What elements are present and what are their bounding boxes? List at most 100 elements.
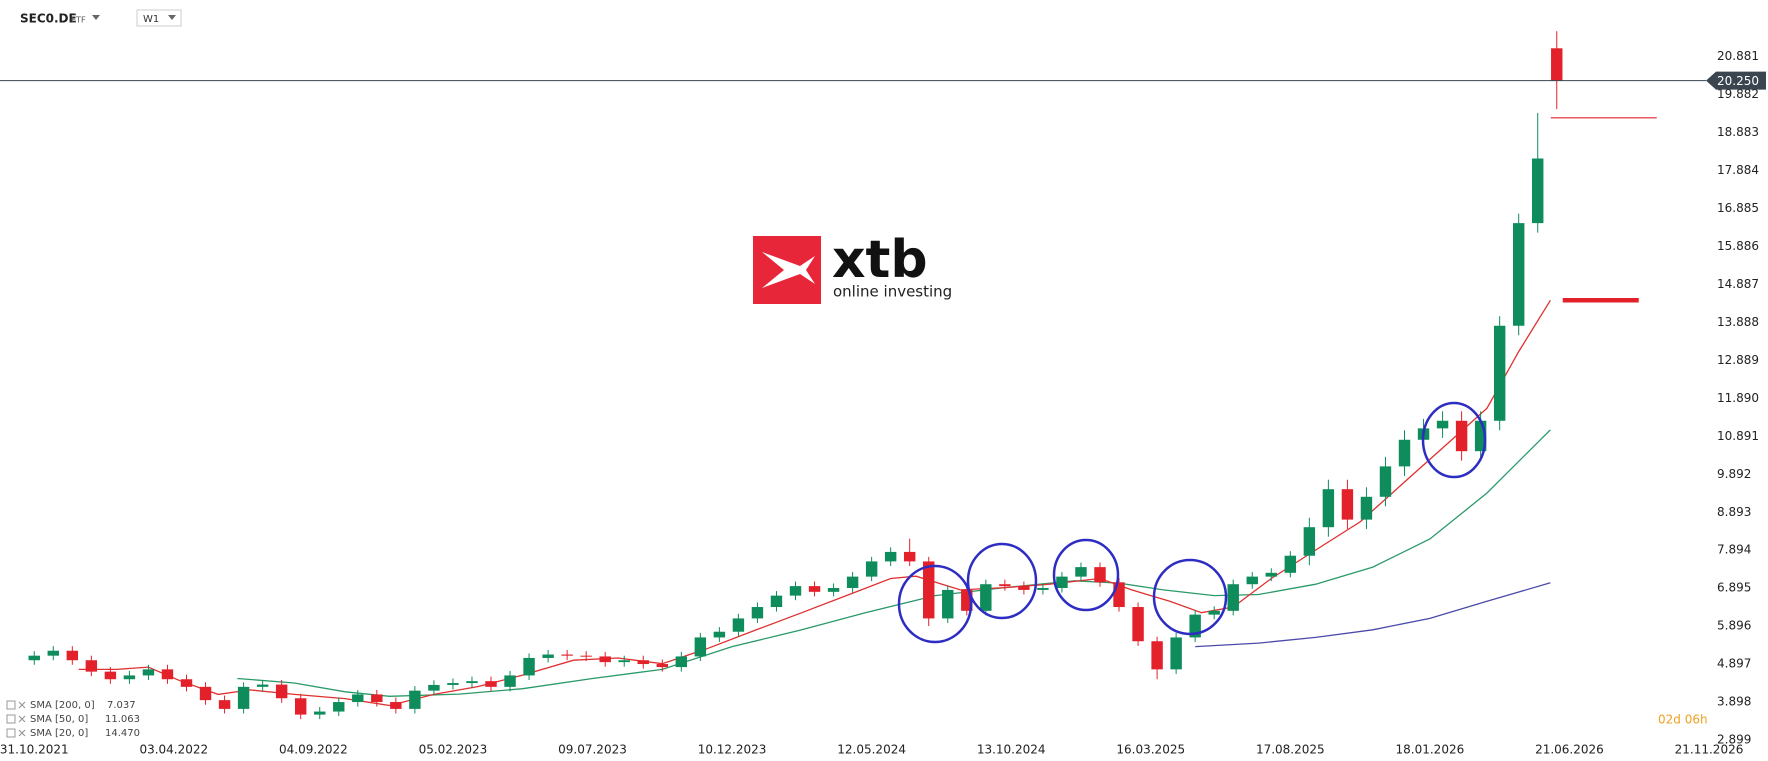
sma-line <box>78 299 1551 707</box>
candle-body <box>961 589 973 611</box>
logo-mark <box>762 252 815 288</box>
x-tick-label: 31.10.2021 <box>0 743 69 757</box>
y-tick-label: 10.891 <box>1717 429 1759 443</box>
candle-body <box>104 671 117 680</box>
y-tick-label: 12.889 <box>1717 353 1759 367</box>
candle-body <box>275 684 288 699</box>
y-tick-label: 11.890 <box>1717 391 1759 405</box>
candle-body <box>923 561 935 619</box>
x-tick-label: 17.08.2025 <box>1256 743 1325 757</box>
y-tick-label: 13.888 <box>1717 315 1759 329</box>
candle-body <box>827 588 840 592</box>
candle-body <box>1341 489 1354 520</box>
candle-body <box>846 576 859 589</box>
candle-body <box>180 679 193 687</box>
candle-body <box>884 551 897 562</box>
candle-body <box>28 655 40 661</box>
candle-body <box>352 694 364 703</box>
y-tick-label: 15.886 <box>1717 239 1759 253</box>
legend-value: 7.037 <box>107 700 136 711</box>
plot-area: 31.10.2021 03.04.2022 04.09.2022 05.02.2023… <box>0 31 1766 757</box>
candle-body <box>1037 588 1049 590</box>
y-tick-label: 20.881 <box>1717 49 1759 63</box>
candle-body <box>865 561 878 577</box>
candle-body <box>808 586 821 592</box>
x-tick-label: 03.04.2022 <box>139 743 208 757</box>
candle-body <box>694 637 707 657</box>
candle-body <box>1474 420 1487 452</box>
candle-body <box>1512 223 1525 326</box>
candle-body <box>1113 582 1125 608</box>
candle-body <box>1018 586 1030 590</box>
candle-body <box>999 584 1011 587</box>
candle-body <box>1170 637 1182 670</box>
interval-dropdown[interactable] <box>168 15 176 20</box>
legend-value: 14.470 <box>105 728 140 739</box>
y-tick-label: 19.882 <box>1717 87 1759 101</box>
candle-body <box>1208 610 1220 615</box>
legend-icon <box>6 700 16 710</box>
highlight-circle <box>1152 558 1228 636</box>
candle-body <box>751 607 764 619</box>
candle-body <box>770 595 783 608</box>
candle-body <box>732 618 745 632</box>
candle-body <box>618 660 630 663</box>
legend-icon <box>6 728 16 738</box>
brand-name: xtb <box>832 230 928 290</box>
candle-body <box>447 683 459 685</box>
candle-body <box>314 711 326 715</box>
candle-body <box>1132 607 1144 642</box>
highlight-circle <box>897 564 973 644</box>
candle-body <box>903 551 916 562</box>
x-tick-label: 05.02.2023 <box>419 743 488 757</box>
candle-body <box>523 657 535 676</box>
y-tick-label: 6.895 <box>1717 581 1751 595</box>
candle-body <box>980 584 992 611</box>
legend-icon <box>6 714 16 724</box>
asset-class: ETF <box>71 16 86 25</box>
highlight-circle <box>1421 401 1487 479</box>
candle-body <box>713 631 726 638</box>
y-tick-label: 9.892 <box>1717 467 1751 481</box>
candle-body <box>1094 567 1106 583</box>
candle-body <box>656 664 668 668</box>
candle-body <box>1455 420 1468 452</box>
y-tick-label: 4.897 <box>1717 657 1751 671</box>
legend-name: SMA [20, 0] <box>30 728 88 739</box>
brand-logo: xtb online investing <box>753 230 952 304</box>
highlight-circle <box>1052 538 1120 612</box>
candle-body <box>1398 439 1411 467</box>
interval-box[interactable] <box>136 9 182 27</box>
x-tick-label: 13.10.2024 <box>977 743 1046 757</box>
legend-close <box>18 701 26 709</box>
candle-body <box>637 660 649 665</box>
legend-close <box>18 715 26 723</box>
y-tick-label: 5.896 <box>1717 619 1751 633</box>
legend-value: 11.063 <box>105 714 140 725</box>
candle-body <box>1551 48 1563 81</box>
candle-body <box>675 656 688 668</box>
candle-body <box>161 669 174 680</box>
candle-body <box>1436 420 1449 429</box>
brand-tagline: online investing <box>833 283 952 301</box>
last-price-tag <box>1706 71 1766 90</box>
candle-body <box>1379 466 1392 497</box>
symbol-dropdown[interactable] <box>92 15 100 20</box>
candle-body <box>428 684 440 691</box>
candle-body <box>504 675 516 687</box>
candle-body <box>485 681 497 687</box>
y-tick-label: 18.883 <box>1717 125 1759 139</box>
x-tick-label: 16.03.2025 <box>1116 743 1185 757</box>
sma-line <box>237 429 1551 697</box>
y-tick-label: 8.893 <box>1717 505 1751 519</box>
y-tick-label: 2.899 <box>1717 733 1751 747</box>
highlight-circles <box>897 401 1487 644</box>
candle-body <box>371 694 383 703</box>
legend-close <box>18 729 26 737</box>
candle-body <box>1532 158 1544 224</box>
candle-body <box>85 660 98 672</box>
candle-body <box>256 684 269 687</box>
candle-body <box>1246 576 1258 585</box>
x-tick-label: 04.09.2022 <box>279 743 348 757</box>
candle-body <box>1227 584 1239 611</box>
